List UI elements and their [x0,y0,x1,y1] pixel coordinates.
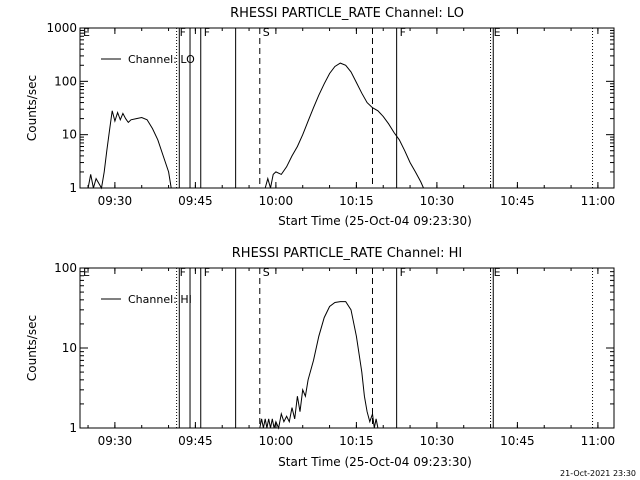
x-tick-label: 10:15 [339,194,374,208]
flag-label: E [494,266,501,279]
y-tick-label: 1 [69,421,77,435]
series-line [264,62,424,189]
x-tick-label: 10:30 [420,194,455,208]
flag-label: S [263,266,270,279]
y-tick-label: 100 [54,261,77,275]
x-tick-label: 09:45 [178,194,213,208]
flag-label: E [83,266,90,279]
x-axis-label: Start Time (25-Oct-04 09:23:30) [278,214,472,228]
x-tick-label: 11:00 [581,194,616,208]
legend-label: Channel: LO [128,53,195,66]
x-tick-label: 10:15 [339,434,374,448]
flag-label: F [180,266,186,279]
flag-label: F [400,26,406,39]
chart-panel-1: RHESSI PARTICLE_RATE Channel: LO 09:30 09:… [25,6,615,228]
chart-title: RHESSI PARTICLE_RATE Channel: HI [232,246,462,261]
x-tick-label: 10:45 [500,434,535,448]
y-tick-label: 10 [62,128,77,142]
y-tick-label: 10 [62,341,77,355]
x-tick-label: 10:00 [259,194,294,208]
chart-title: RHESSI PARTICLE_RATE Channel: LO [230,6,464,21]
flag-label: E [83,26,90,39]
y-axis-label: Counts/sec [25,315,39,381]
flag-label: F [204,266,210,279]
plot-frame [79,27,615,189]
x-axis-label: Start Time (25-Oct-04 09:23:30) [278,455,472,469]
x-tick-label: 10:45 [500,194,535,208]
x-tick-label: 09:30 [98,194,133,208]
flag-label: E [494,26,501,39]
plot-frame [79,267,615,429]
x-tick-label: 09:45 [178,434,213,448]
series-line [87,110,172,190]
y-tick-label: 1000 [46,21,77,35]
flag-label: F [400,266,406,279]
flag-label: F [204,26,210,39]
y-axis-label: Counts/sec [25,75,39,141]
legend-label: Channel: HI [128,293,192,306]
flag-label: F [180,26,186,39]
series-line [259,301,379,430]
x-tick-label: 10:00 [259,434,294,448]
chart-panel-2: RHESSI PARTICLE_RATE Channel: HI 09:30 09:… [25,246,615,469]
x-tick-label: 10:30 [420,434,455,448]
y-tick-label: 100 [54,74,77,88]
x-tick-label: 11:00 [581,434,616,448]
y-tick-label: 1 [69,181,77,195]
flag-label: S [263,26,270,39]
x-tick-label: 09:30 [98,434,133,448]
plot-timestamp: 21-Oct-2021 23:30 [560,469,636,478]
